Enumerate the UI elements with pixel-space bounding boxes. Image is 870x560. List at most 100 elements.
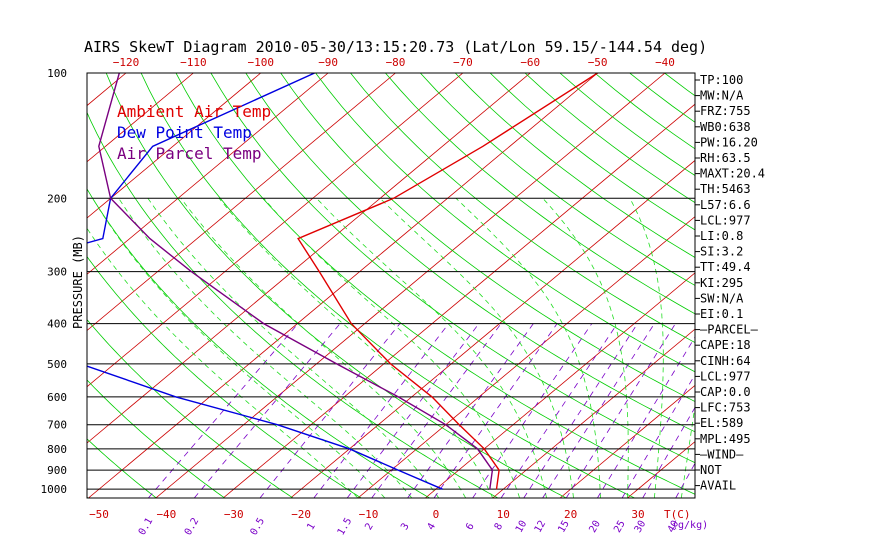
pressure-tick-label: 500 [47,358,67,371]
top-temp-tick-label: −120 [113,56,140,69]
stat-item: LCL:977 [700,213,751,227]
mixing-ratio-tick-label: 15 [556,519,572,535]
stat-item: KI:295 [700,276,743,290]
isotherm-line [87,73,127,107]
moist-adiabat-line [147,198,440,498]
mixing-ratio-line [523,323,638,498]
isotherm-line [357,216,695,498]
bottom-temp-tick-label: −30 [224,508,244,521]
top-temp-tick-label: −60 [520,56,540,69]
stat-item: LI:0.8 [700,229,743,243]
legend-ambient: Ambient Air Temp [117,102,271,121]
pressure-tick-label: 700 [47,419,67,432]
mixing-ratio-line [542,323,655,498]
moist-adiabat-line [379,198,574,498]
mixing-ratio-tick-label: 3 [399,521,412,532]
mixing-ratio-tick-label: 1.5 [336,516,355,537]
legend-dewpoint: Dew Point Temp [117,123,252,142]
moist-adiabat-line [455,198,601,498]
mixing-ratio-line [472,323,593,498]
pressure-tick-label: 600 [47,391,67,404]
dry-adiabat-line [769,73,870,498]
isotherm-line [559,384,695,498]
moist-adiabat-line [87,227,359,498]
mixing-ratio-line [565,323,676,498]
isotherm-line [87,73,262,219]
isotherm-line [222,103,695,498]
top-temp-tick-label: −50 [588,56,608,69]
dry-adiabat-line [350,73,695,344]
mixing-ratio-tick-label: 8 [493,521,506,532]
stat-item: CINH:64 [700,354,751,368]
stat-item: L57:6.6 [700,198,751,212]
mixing-ratio-line [371,323,502,498]
mixing-ratio-line [148,323,299,498]
mixing-ratio-line [621,373,695,498]
dry-adiabat-line [280,73,695,403]
top-temp-tick-label: −100 [248,56,275,69]
stat-item: NOT [700,463,722,477]
moist-adiabat-line [118,198,413,498]
top-temp-tick-label: −90 [318,56,338,69]
moist-adiabat-line [92,198,386,498]
top-temp-tick-label: −80 [386,56,406,69]
bottom-temp-tick-label: −50 [89,508,109,521]
pressure-tick-label: 800 [47,443,67,456]
mixing-ratio-line [259,323,401,498]
isotherm-line [87,73,194,163]
isotherm-line [87,73,464,388]
dry-adiabat-line [454,73,695,258]
mixing-ratio-tick-label: 0.2 [183,516,202,537]
bottom-temp-tick-label: −10 [359,508,379,521]
stat-item: EI:0.1 [700,307,743,321]
stat-item: CAP:0.0 [700,385,751,399]
mixing-ratio-tick-label: 12 [533,519,549,535]
mixing-ratio-tick-label: 0.5 [249,516,268,537]
stat-item: AVAIL [700,479,736,493]
stat-item: MW:N/A [700,89,744,103]
stat-item: CAPE:18 [700,338,751,352]
stat-item: SI:3.2 [700,245,743,259]
pressure-tick-label: 1000 [41,483,68,496]
stat-item: LCL:977 [700,369,751,383]
stat-item: TH:5463 [700,182,751,196]
stat-item: —PARCEL— [700,323,759,337]
mixing-ratio-tick-label: 25 [612,519,628,535]
dry-adiabat-line [87,188,430,498]
moist-adiabat-line [180,198,467,498]
stat-item: FRZ:755 [700,104,751,118]
bottom-temp-tick-label: 10 [497,508,510,521]
mixing-ratio-tick-label: 4 [426,521,439,532]
dry-adiabat-line [87,438,157,498]
mixing-ratio-line [597,336,695,498]
bottom-temp-tick-label: 30 [631,508,644,521]
top-temp-tick-label: −110 [180,56,207,69]
bottom-temp-tick-label: −20 [291,508,311,521]
mixing-ratio-tick-label: 2 [363,521,376,532]
bottom-unit-label: T(C) [664,508,691,521]
stat-item: MAXT:20.4 [700,167,765,181]
ambient-temp-line [297,73,598,490]
isotherm-line [87,73,396,332]
bottom-temp-tick-label: −40 [156,508,176,521]
isotherm-line [0,73,59,498]
mixing-ratio-tick-label: 0.1 [137,516,156,537]
isotherm-line [830,73,870,498]
dry-adiabat-line [87,111,499,498]
mixing-ratio-tick-label: 40 [666,519,682,535]
pressure-tick-label: 400 [47,318,67,331]
stat-item: EL:589 [700,416,743,430]
moist-adiabat-line [218,198,494,498]
pressure-tick-label: 900 [47,464,67,477]
dry-adiabat-line [420,73,695,286]
mixing-ratio-tick-label: 6 [464,521,477,532]
mixing-ratio-line [407,323,534,498]
top-temp-tick-label: −70 [453,56,473,69]
mixing-ratio-tick-label: 30 [633,519,649,535]
isotherm-line [87,73,531,444]
isotherm-line [155,73,666,498]
mixing-ratio-line [313,323,450,498]
